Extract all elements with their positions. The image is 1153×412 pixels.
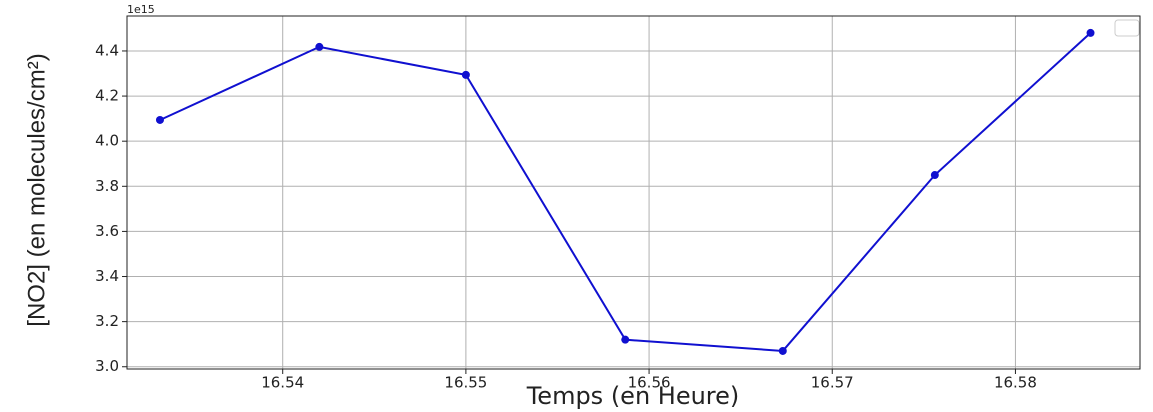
- x-tick-label: 16.58: [994, 374, 1037, 392]
- x-tick-label: 16.55: [444, 374, 487, 392]
- plot-frame: [126, 15, 1141, 370]
- x-tick-label: 16.56: [628, 374, 671, 392]
- y-tick-label: 4.0: [95, 132, 119, 150]
- y-tick-label: 3.8: [95, 177, 119, 195]
- y-tick-label: 4.4: [95, 41, 119, 59]
- y-tick-label: 4.2: [95, 87, 119, 105]
- x-tick-label: 16.54: [261, 374, 304, 392]
- y-axis-label: [NO2] (en molecules/cm²): [23, 53, 50, 326]
- data-point: [778, 346, 787, 355]
- data-point: [155, 115, 164, 124]
- data-point: [621, 335, 630, 344]
- y-tick-label: 3.2: [95, 312, 119, 330]
- x-tick-label: 16.57: [811, 374, 854, 392]
- offset-label: 1e15: [127, 3, 155, 16]
- y-tick-label: 3.6: [95, 222, 119, 240]
- data-point: [461, 70, 470, 79]
- y-tick-label: 3.0: [95, 357, 119, 375]
- data-point: [1086, 28, 1095, 37]
- x-axis-label: Temps (en Heure): [526, 382, 740, 410]
- y-tick-label: 3.4: [95, 267, 119, 285]
- data-point: [930, 171, 939, 180]
- data-line: [159, 32, 1092, 352]
- legend-box: [1114, 19, 1140, 37]
- data-point: [315, 42, 324, 51]
